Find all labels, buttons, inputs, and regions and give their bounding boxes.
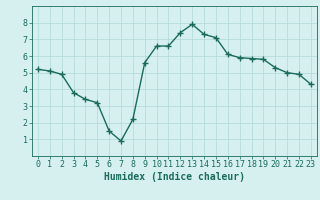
X-axis label: Humidex (Indice chaleur): Humidex (Indice chaleur) (104, 172, 245, 182)
